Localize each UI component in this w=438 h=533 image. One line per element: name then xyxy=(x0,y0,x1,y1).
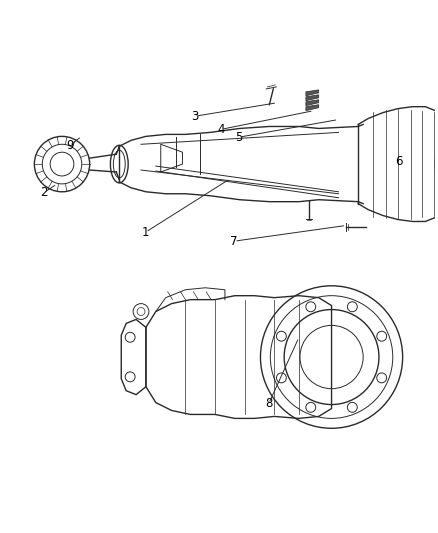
Polygon shape xyxy=(306,95,319,101)
Text: 1: 1 xyxy=(142,225,149,239)
Text: 6: 6 xyxy=(395,155,402,167)
Text: 3: 3 xyxy=(191,110,199,123)
Text: 5: 5 xyxy=(235,131,242,144)
Polygon shape xyxy=(306,104,319,111)
Text: 4: 4 xyxy=(217,123,225,136)
Text: 7: 7 xyxy=(230,235,238,248)
Text: 9: 9 xyxy=(66,139,74,152)
Text: 8: 8 xyxy=(265,397,272,410)
Text: 2: 2 xyxy=(40,186,48,199)
Polygon shape xyxy=(306,100,319,106)
Polygon shape xyxy=(306,90,319,96)
